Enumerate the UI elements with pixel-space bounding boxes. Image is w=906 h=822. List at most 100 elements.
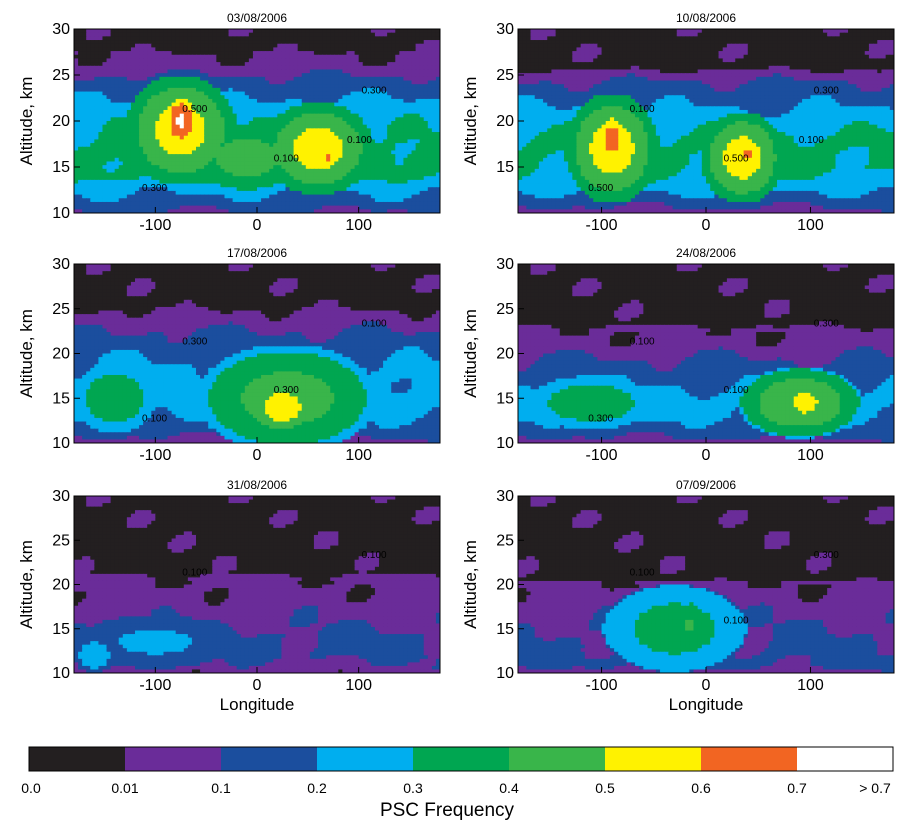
- cell: [427, 146, 433, 152]
- cell: [318, 98, 323, 104]
- cell: [435, 47, 440, 52]
- cell: [265, 91, 270, 96]
- cell: [305, 95, 311, 100]
- cell: [130, 154, 136, 159]
- cell: [431, 194, 437, 199]
- cell: [760, 40, 766, 45]
- cell: [240, 143, 246, 148]
- cell: [74, 124, 79, 129]
- cell: [163, 54, 169, 60]
- cell: [277, 95, 282, 100]
- cell: [309, 190, 315, 196]
- cell: [224, 62, 230, 67]
- cell: [232, 165, 238, 170]
- cell: [305, 146, 311, 152]
- cell: [179, 165, 185, 170]
- cell: [216, 194, 221, 199]
- cell: [435, 54, 440, 60]
- cell: [110, 91, 116, 96]
- cell: [257, 150, 262, 155]
- cell: [228, 84, 234, 89]
- cell: [379, 143, 384, 148]
- cell: [151, 124, 156, 129]
- cell: [358, 47, 364, 52]
- cell: [257, 102, 262, 107]
- cell: [366, 201, 372, 207]
- cell: [334, 143, 339, 148]
- cell: [822, 40, 828, 45]
- cell: [187, 106, 193, 111]
- cell: [383, 51, 388, 56]
- cell: [370, 117, 376, 122]
- cell: [374, 95, 380, 100]
- cell: [777, 40, 782, 45]
- cell: [244, 209, 250, 213]
- cell: [118, 165, 124, 170]
- cell: [90, 209, 95, 213]
- cell: [78, 161, 83, 166]
- cell: [212, 32, 217, 37]
- cell: [338, 146, 343, 152]
- cell: [760, 29, 766, 34]
- cell: [334, 179, 339, 185]
- cell: [273, 165, 278, 170]
- cell: [208, 73, 213, 78]
- cell: [248, 157, 254, 163]
- cell: [220, 95, 226, 100]
- cell: [366, 176, 372, 181]
- cell: [78, 102, 83, 107]
- cell: [135, 198, 140, 203]
- cell: [159, 98, 165, 104]
- cell: [293, 117, 299, 122]
- cell: [818, 32, 824, 37]
- cell: [793, 29, 799, 34]
- cell: [301, 65, 307, 71]
- cell: [354, 194, 360, 199]
- cell: [427, 190, 433, 196]
- cell: [163, 198, 169, 203]
- cell: [248, 43, 254, 48]
- cell: [655, 29, 661, 34]
- cell: [114, 87, 120, 93]
- cell: [163, 183, 169, 188]
- cell: [220, 128, 226, 133]
- cell: [106, 109, 112, 115]
- cell: [273, 51, 278, 56]
- cell: [114, 128, 120, 133]
- cell: [183, 65, 189, 71]
- cell: [236, 58, 242, 63]
- cell: [427, 47, 433, 52]
- cell: [82, 205, 87, 210]
- cell: [252, 165, 258, 170]
- cell: [889, 43, 894, 48]
- cell: [130, 65, 136, 71]
- cell: [293, 87, 299, 93]
- cell: [244, 40, 250, 45]
- cell: [330, 121, 335, 126]
- cell: [383, 40, 388, 45]
- cell: [362, 179, 368, 185]
- cell: [379, 161, 384, 166]
- cell: [248, 154, 254, 159]
- cell: [232, 29, 238, 34]
- cell: [224, 201, 230, 207]
- cell: [305, 40, 311, 45]
- cell: [151, 40, 156, 45]
- cell: [269, 132, 274, 137]
- cell: [346, 109, 352, 115]
- cell: [94, 146, 99, 152]
- cell: [379, 54, 384, 60]
- cell: [419, 91, 425, 96]
- cell: [82, 201, 87, 207]
- cell: [289, 205, 295, 210]
- cell: [257, 43, 262, 48]
- cell: [179, 139, 185, 144]
- cell: [852, 36, 857, 41]
- cell: [86, 95, 91, 100]
- cell: [374, 176, 380, 181]
- cell: [187, 209, 193, 213]
- cell: [110, 84, 116, 89]
- cell: [415, 187, 421, 192]
- cell: [82, 106, 87, 111]
- cell: [240, 117, 246, 122]
